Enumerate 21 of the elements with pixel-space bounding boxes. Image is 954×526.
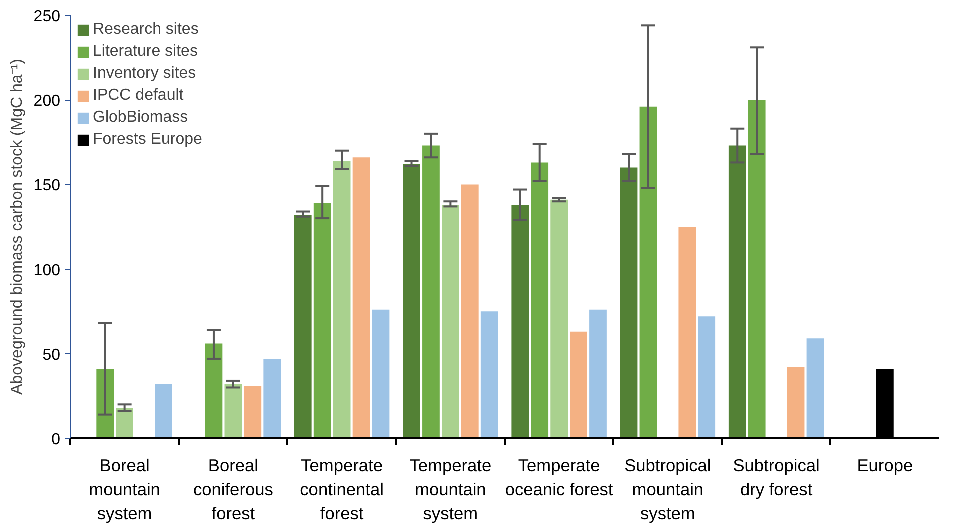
x-tick-label: Boreal mountain system [89, 456, 160, 524]
legend-label: Research sites [93, 21, 199, 39]
y-axis-title: Aboveground biomass carbon stock (MgC ha⁻¹) [8, 59, 26, 395]
y-tick-label: 100 [34, 262, 61, 280]
x-tick-label: Europe [857, 456, 914, 476]
y-tick-label: 200 [34, 93, 61, 110]
y-tick-label: 150 [34, 178, 61, 195]
y-tick-label: 50 [42, 346, 61, 364]
legend-label: Forests Europe [93, 131, 202, 149]
x-tick-label: Temperate oceanic forest [505, 456, 614, 500]
y-tick-label: 250 [34, 8, 61, 26]
legend-label: Literature sites [93, 43, 198, 61]
x-tick-label: Temperate continental forest [300, 456, 384, 524]
y-tick-label: 0 [52, 432, 61, 448]
x-tick-label: Subtropical mountain system [624, 456, 712, 524]
legend-label: GlobBiomass [93, 109, 188, 127]
legend-label: IPCC default [93, 87, 184, 105]
x-tick-label: Temperate mountain system [410, 456, 492, 524]
x-tick-label: Subtropical dry forest [733, 456, 820, 500]
x-tick-label: Boreal coniferous forest [193, 456, 274, 524]
legend-label: Inventory sites [93, 65, 196, 83]
